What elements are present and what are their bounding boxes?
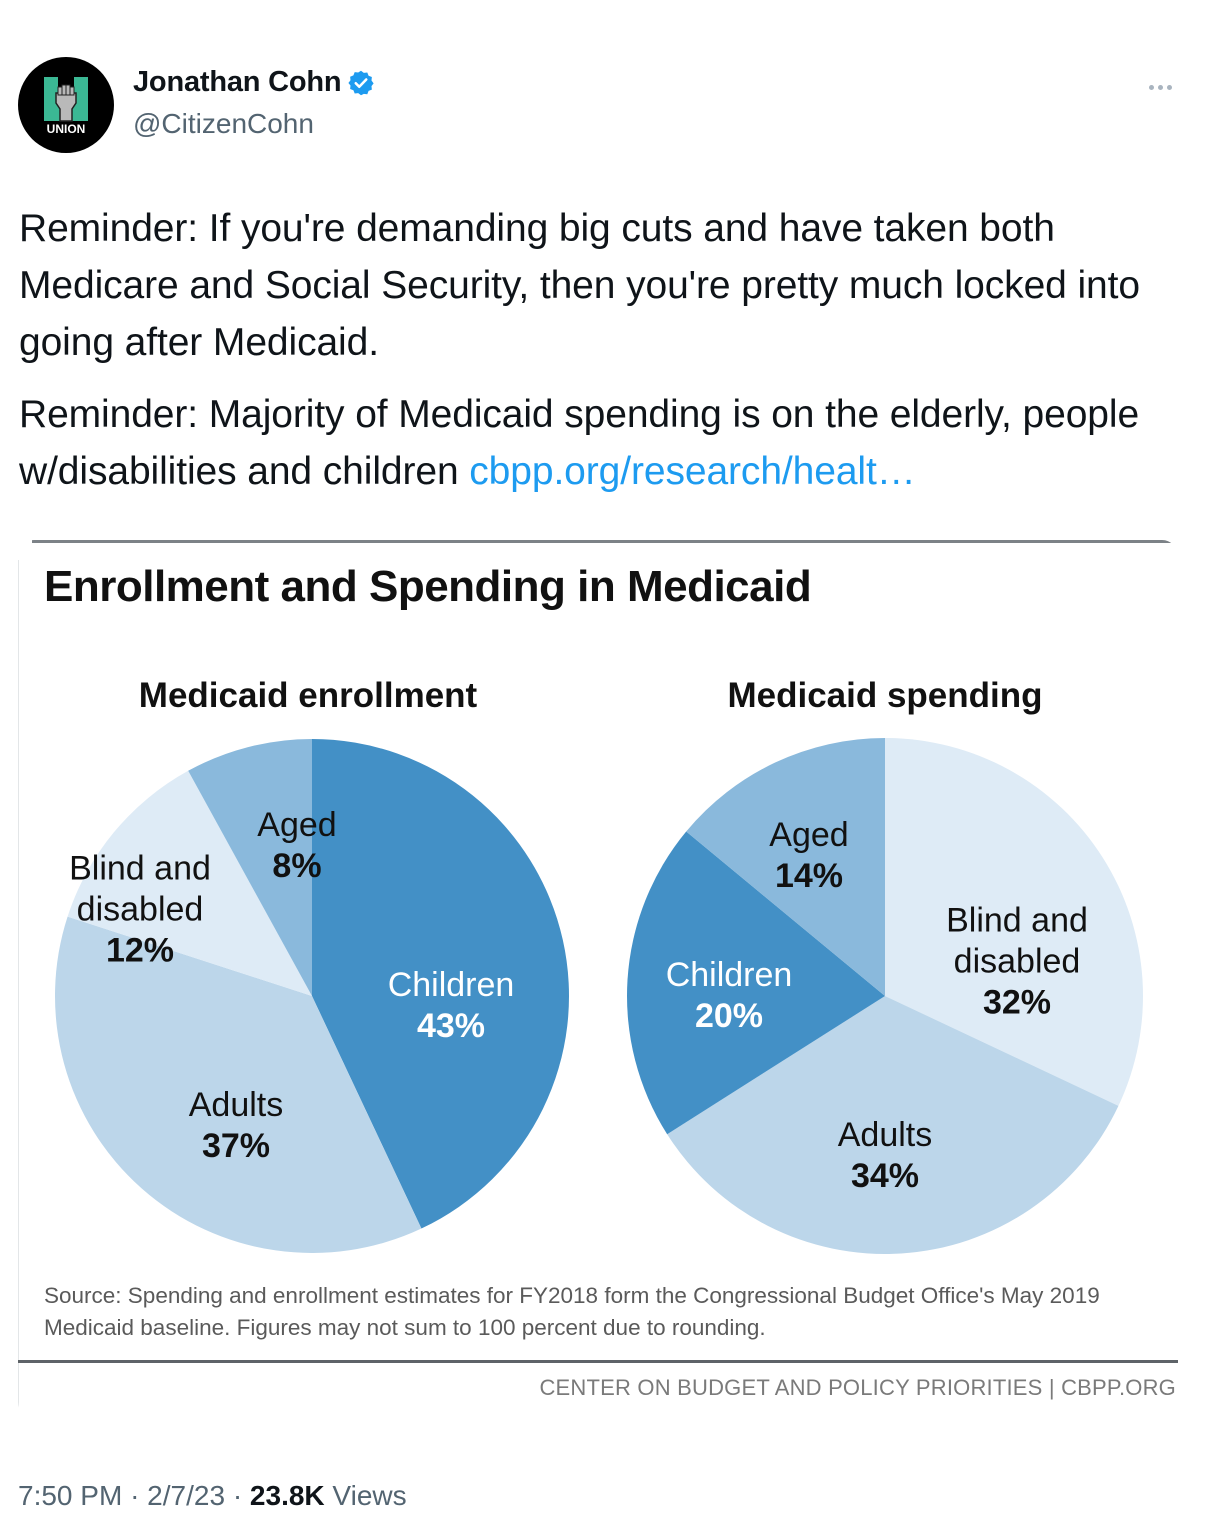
chart-org-credit: CENTER ON BUDGET AND POLICY PRIORITIES |… xyxy=(539,1375,1176,1400)
tweet-paragraph-text: Reminder: Majority of Medicaid spending … xyxy=(19,393,1140,493)
pie-slice-children xyxy=(312,739,569,1229)
pie-value-label: 8% xyxy=(272,847,321,885)
pie-value-label: 37% xyxy=(202,1127,270,1165)
more-horizontal-icon-dot xyxy=(1148,84,1154,90)
tweet-date[interactable]: 2/7/23 xyxy=(147,1480,226,1511)
pie-label-text: Blind and xyxy=(946,902,1088,940)
pie-spending xyxy=(627,738,1143,1254)
chart-source-note: Source: Spending and enrollment estimate… xyxy=(44,1283,1100,1340)
tweet-link[interactable]: cbpp.org/research/healt… xyxy=(469,450,916,493)
pie-value-label: 20% xyxy=(695,997,763,1035)
pie-label-text: Aged xyxy=(257,806,336,844)
pie-label-text: Aged xyxy=(769,816,848,854)
tweet-paragraph: Reminder: Majority of Medicaid spending … xyxy=(19,386,1199,500)
pie-slice-blind-and-disabled xyxy=(885,738,1143,1106)
pie-slice-adults xyxy=(667,996,1119,1254)
pie-title-enrollment: Medicaid enrollment xyxy=(138,676,478,715)
verified-badge-icon xyxy=(348,70,375,95)
pie-label-text: Adults xyxy=(189,1086,284,1124)
tweet-text: Reminder: If you're demanding big cuts a… xyxy=(19,200,1199,515)
pie-label-text: Children xyxy=(666,956,793,994)
chart-title: Enrollment and Spending in Medicaid xyxy=(44,562,812,611)
display-name[interactable]: Jonathan Cohn xyxy=(133,66,342,98)
pie-label-text: Children xyxy=(388,966,515,1004)
pie-label-text: Adults xyxy=(838,1116,933,1154)
pie-value-label: 43% xyxy=(417,1007,485,1045)
author-name-row: Jonathan Cohn xyxy=(133,66,375,99)
pie-slice-blind-and-disabled xyxy=(67,770,312,996)
chart-top-rule xyxy=(32,540,1178,543)
more-horizontal-icon-dot xyxy=(1166,84,1172,90)
union-fist-icon: UNION xyxy=(44,77,88,136)
tweet-time[interactable]: 7:50 PM xyxy=(18,1480,123,1511)
author-handle[interactable]: @CitizenCohn xyxy=(133,108,314,139)
pie-value-label: 34% xyxy=(851,1157,919,1195)
more-horizontal-icon-dot xyxy=(1157,84,1163,90)
pie-slice-adults xyxy=(55,916,422,1253)
pie-slice-children xyxy=(627,831,885,1135)
pie-label-text: disabled xyxy=(954,943,1081,981)
chart-footer-rule xyxy=(18,1360,1178,1363)
meta-separator: · xyxy=(130,1480,140,1511)
media-border xyxy=(18,560,19,1418)
svg-text:UNION: UNION xyxy=(47,122,86,136)
views-label: Views xyxy=(332,1480,407,1511)
avatar[interactable]: UNION xyxy=(18,57,114,153)
pie-label-text: disabled xyxy=(77,891,204,929)
more-options-button[interactable] xyxy=(1140,72,1180,102)
meta-separator: · xyxy=(232,1480,243,1511)
pie-label-text: Blind and xyxy=(69,850,211,888)
tweet-meta: 7:50 PM · 2/7/23 · 23.8K Views xyxy=(18,1480,407,1512)
pie-slice-aged xyxy=(188,739,312,996)
pie-value-label: 14% xyxy=(775,857,843,895)
views-count: 23.8K xyxy=(249,1480,325,1511)
pie-value-label: 12% xyxy=(106,932,174,970)
pie-enrollment xyxy=(55,739,569,1253)
pie-title-spending: Medicaid spending xyxy=(727,676,1043,715)
pie-value-label: 32% xyxy=(983,984,1051,1022)
tweet-media-image[interactable]: Enrollment and Spending in Medicaid Medi… xyxy=(18,540,1178,1418)
tweet-paragraph: Reminder: If you're demanding big cuts a… xyxy=(19,207,1140,364)
pie-slice-aged xyxy=(686,738,885,996)
